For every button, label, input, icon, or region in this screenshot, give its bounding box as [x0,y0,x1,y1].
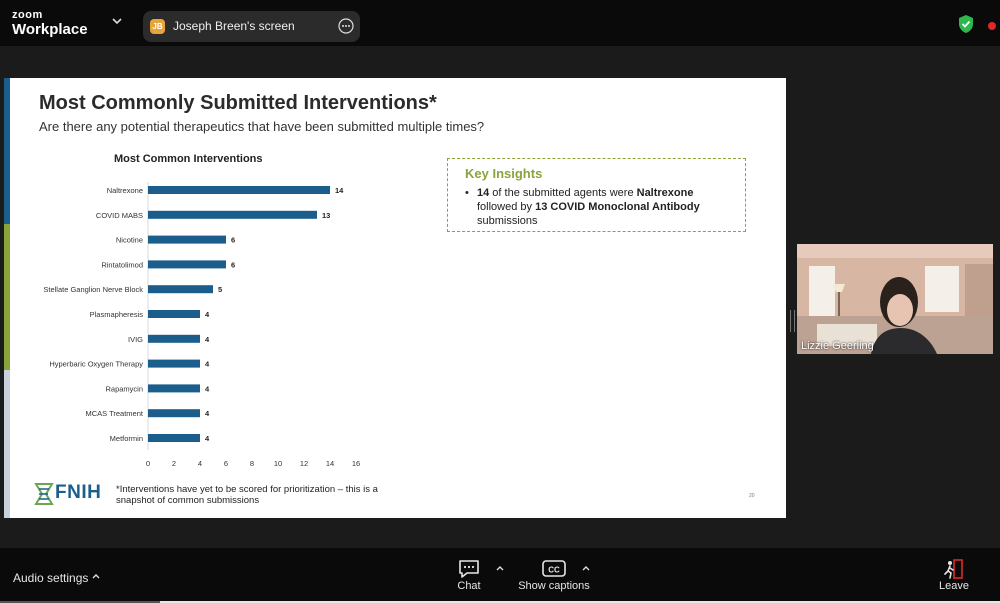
chevron-down-icon[interactable] [110,14,124,28]
chart-bar [148,285,213,294]
chart-tick-label: 0 [146,459,150,468]
participant-name: Lizzie Geerling [801,340,874,352]
logo-workplace-text: Workplace [12,21,88,38]
meeting-controls-bar: Audio settings Chat CC Show captions Lea… [0,548,1000,603]
slide-accent-stripe [4,370,10,518]
bar-chart: Naltrexone 14 COVID MABS 13 Nicotine 6 Rintato… [43,182,360,468]
chart-category-label: MCAS Treatment [85,409,143,418]
chart-data-label: 13 [322,211,330,220]
chart-data-label: 4 [205,409,210,418]
chart-category-label: Metformin [110,434,143,443]
chart-tick-label: 10 [274,459,282,468]
svg-text:CC: CC [548,566,560,575]
chat-icon [459,560,479,578]
chart-tick-label: 16 [352,459,360,468]
participant-video-tile[interactable]: Lizzie Geerling [797,244,993,354]
slide-accent-stripe [4,224,10,370]
chart-bar [148,186,330,194]
chart-bar [148,434,200,442]
chart-category-label: Rapamycin [105,384,143,393]
chart-data-label: 6 [231,236,235,245]
chevron-up-icon[interactable] [581,564,591,572]
key-insights-title: Key Insights [465,166,543,181]
shared-slide: Most Commonly Submitted Interventions* A… [4,78,786,518]
resize-handle[interactable] [790,310,795,332]
audio-settings-button[interactable]: Audio settings [13,571,89,585]
chart-bar [148,210,317,219]
chart-data-label: 4 [205,335,210,344]
zoom-workplace-logo[interactable]: zoom Workplace [12,9,88,38]
chart-data-label: 6 [231,260,235,269]
taskbar-edge [160,601,1000,603]
screen-share-label: Joseph Breen's screen [173,19,295,33]
slide-subtitle: Are there any potential therapeutics tha… [39,119,485,134]
chart-tick-label: 14 [326,459,334,468]
recording-indicator [988,22,996,30]
key-insights-text: 14 of the submitted agents were Naltrexo… [477,187,700,227]
key-insights-body: • 14 of the submitted agents were Naltre… [465,186,735,228]
leave-button[interactable]: Leave [935,558,973,592]
chart-bar [148,359,200,368]
slide-page-number: 20 [749,493,755,499]
chart-tick-label: 2 [172,459,176,468]
top-bar: zoom Workplace JB Joseph Breen's screen [0,0,1000,46]
chevron-up-icon[interactable] [495,564,505,572]
show-captions-button[interactable]: CC Show captions [514,558,594,592]
chat-button[interactable]: Chat [448,558,490,592]
chart-category-label: IVIG [128,335,143,344]
chart-data-label: 4 [205,434,210,443]
security-shield-icon[interactable] [957,14,975,34]
chart-data-label: 4 [205,360,210,369]
chart-bar [148,235,226,244]
participant-video-icon [797,244,993,354]
leave-label: Leave [939,580,969,592]
chart-title: Most Common Interventions [114,153,263,165]
more-options-icon[interactable] [338,18,354,34]
bullet-icon: • [465,187,469,199]
chart-bar [148,334,200,343]
key-insights-box: Key Insights • 14 of the submitted agent… [447,158,746,232]
chart-category-label: Stellate Ganglion Nerve Block [43,285,143,294]
fnih-logo-text: FNIH [55,482,102,503]
screen-share-indicator[interactable]: JB Joseph Breen's screen [143,11,360,42]
closed-captions-icon: CC [542,560,566,577]
chart-tick-label: 8 [250,459,254,468]
chart-tick-label: 4 [198,459,202,468]
slide-footnote: *Interventions have yet to be scored for… [116,484,378,506]
chart-tick-label: 12 [300,459,308,468]
presenter-avatar: JB [150,19,165,34]
fnih-logo-icon [34,483,54,505]
chart-data-label: 14 [335,186,344,195]
slide-title: Most Commonly Submitted Interventions* [39,92,437,114]
chart-data-label: 4 [205,384,210,393]
chart-bar [148,310,200,318]
logo-zoom-text: zoom [12,9,43,21]
chart-tick-label: 6 [224,459,228,468]
chart-bar [148,384,200,393]
slide-accent-stripe [4,78,10,224]
chart-data-label: 4 [205,310,210,319]
chart-category-label: Nicotine [116,236,143,245]
chart-category-label: Naltrexone [107,186,143,195]
chart-category-label: Plasmapheresis [90,310,144,319]
chart-data-label: 5 [218,285,222,294]
chart-bar [148,409,200,418]
chart-category-label: Hyperbaric Oxygen Therapy [49,360,143,369]
chevron-up-icon[interactable] [91,572,101,580]
chart-category-label: COVID MABS [96,211,143,220]
chart-category-label: Rintatolimod [101,260,143,269]
chart-bar [148,260,226,269]
leave-icon [944,559,963,579]
show-captions-label: Show captions [518,580,590,592]
chat-label: Chat [457,580,481,592]
